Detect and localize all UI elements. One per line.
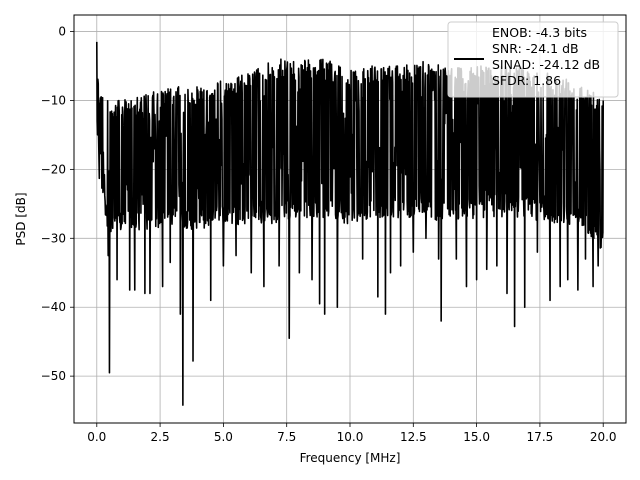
x-tick-label: 7.5 xyxy=(277,430,296,444)
x-tick-label: 20.0 xyxy=(590,430,617,444)
legend-enob: ENOB: -4.3 bits xyxy=(492,25,587,40)
x-tick-label: 12.5 xyxy=(400,430,427,444)
legend-sfdr: SFDR: 1.86 xyxy=(492,73,561,88)
legend-box xyxy=(447,21,619,98)
y-axis-ticks: 0 −10 −20 −30 −40 −50 xyxy=(41,25,74,383)
y-tick-label: −50 xyxy=(41,369,66,383)
legend: ENOB: -4.3 bits SNR: -24.1 dB SINAD: -24… xyxy=(447,21,619,98)
y-tick-label: −20 xyxy=(41,162,66,176)
x-axis-ticks: 0.0 2.5 5.0 7.5 10.0 12.5 15.0 17.5 20.0 xyxy=(87,423,617,444)
legend-snr: SNR: -24.1 dB xyxy=(492,41,579,56)
plot-area xyxy=(95,41,605,406)
y-tick-label: 0 xyxy=(58,25,66,39)
y-tick-label: −10 xyxy=(41,93,66,107)
x-tick-label: 2.5 xyxy=(151,430,170,444)
x-axis-label: Frequency [MHz] xyxy=(300,451,401,465)
x-tick-label: 17.5 xyxy=(527,430,554,444)
psd-series-line xyxy=(95,41,605,406)
x-tick-label: 10.0 xyxy=(337,430,364,444)
legend-sinad: SINAD: -24.12 dB xyxy=(492,57,600,72)
y-axis-label: PSD [dB] xyxy=(14,192,28,245)
x-tick-label: 5.0 xyxy=(214,430,233,444)
y-tick-label: −30 xyxy=(41,231,66,245)
x-tick-label: 0.0 xyxy=(87,430,106,444)
y-tick-label: −40 xyxy=(41,300,66,314)
x-tick-label: 15.0 xyxy=(463,430,490,444)
